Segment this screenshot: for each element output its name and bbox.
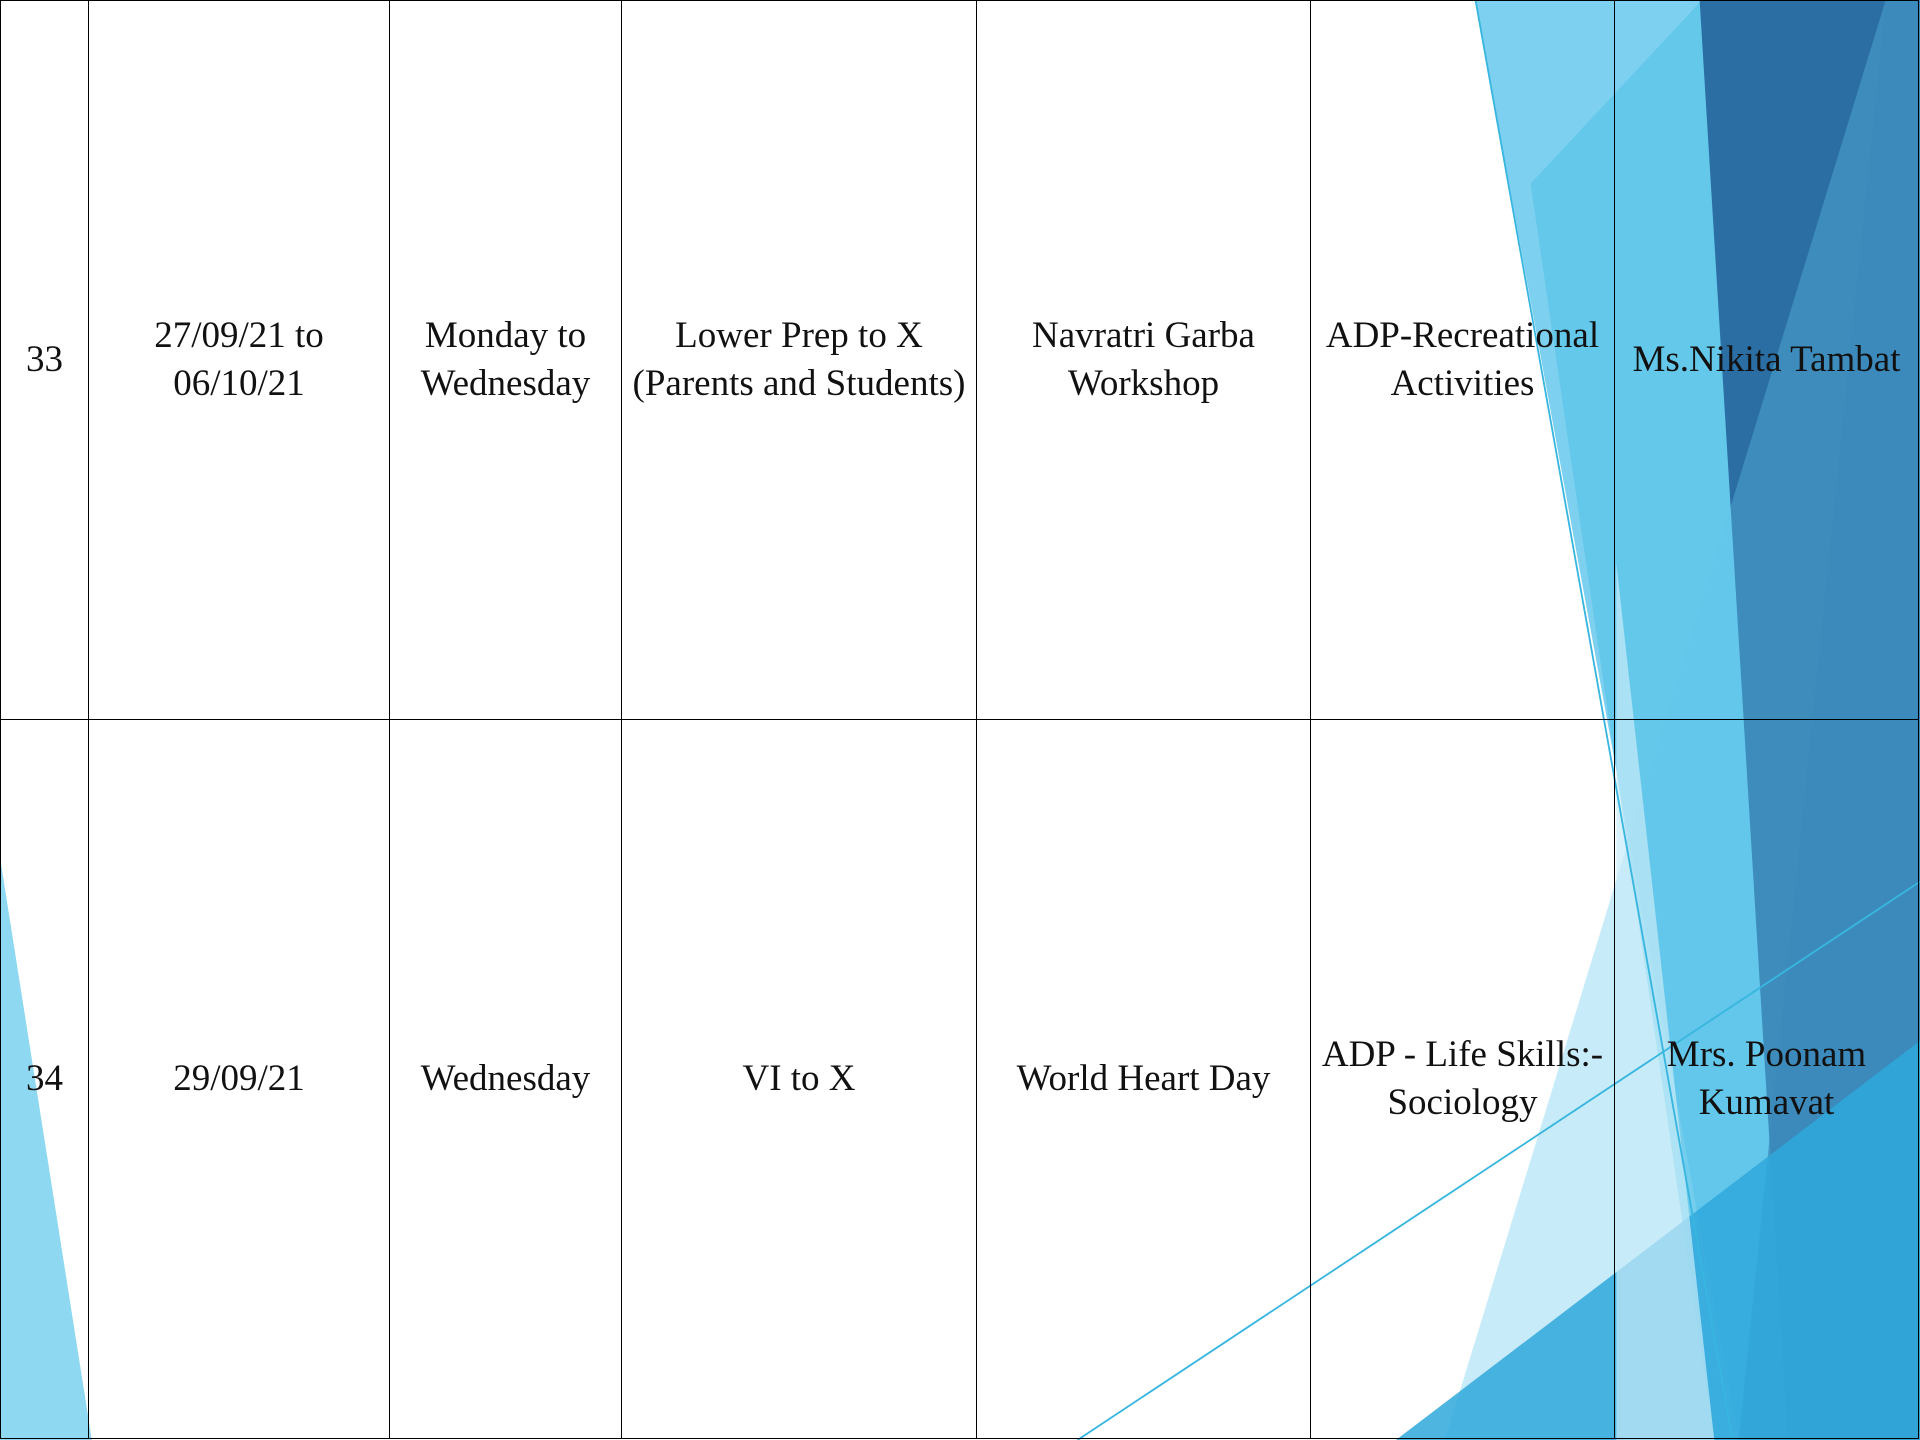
table-row: 33 27/09/21 to 06/10/21 Monday to Wednesda… [0,0,1919,720]
event-cell: World Heart Day [976,719,1311,1439]
teacher-cell: Mrs. Poonam Kumavat [1614,719,1919,1439]
teacher-cell: Ms.Nikita Tambat [1614,0,1919,720]
class-cell: VI to X [621,719,977,1439]
class-cell: Lower Prep to X (Parents and Students) [621,0,977,720]
category-cell: ADP - Life Skills:- Sociology [1310,719,1615,1439]
date-cell: 29/09/21 [88,719,390,1439]
table-row: 34 29/09/21 Wednesday VI to X World Heart Da… [0,719,1919,1439]
category-cell: ADP-Recreational Activities [1310,0,1615,720]
row-number-cell: 34 [0,719,89,1439]
day-cell: Wednesday [389,719,622,1439]
row-number-cell: 33 [0,0,89,720]
day-cell: Monday to Wednesday [389,0,622,720]
event-cell: Navratri Garba Workshop [976,0,1311,720]
date-cell: 27/09/21 to 06/10/21 [88,0,390,720]
